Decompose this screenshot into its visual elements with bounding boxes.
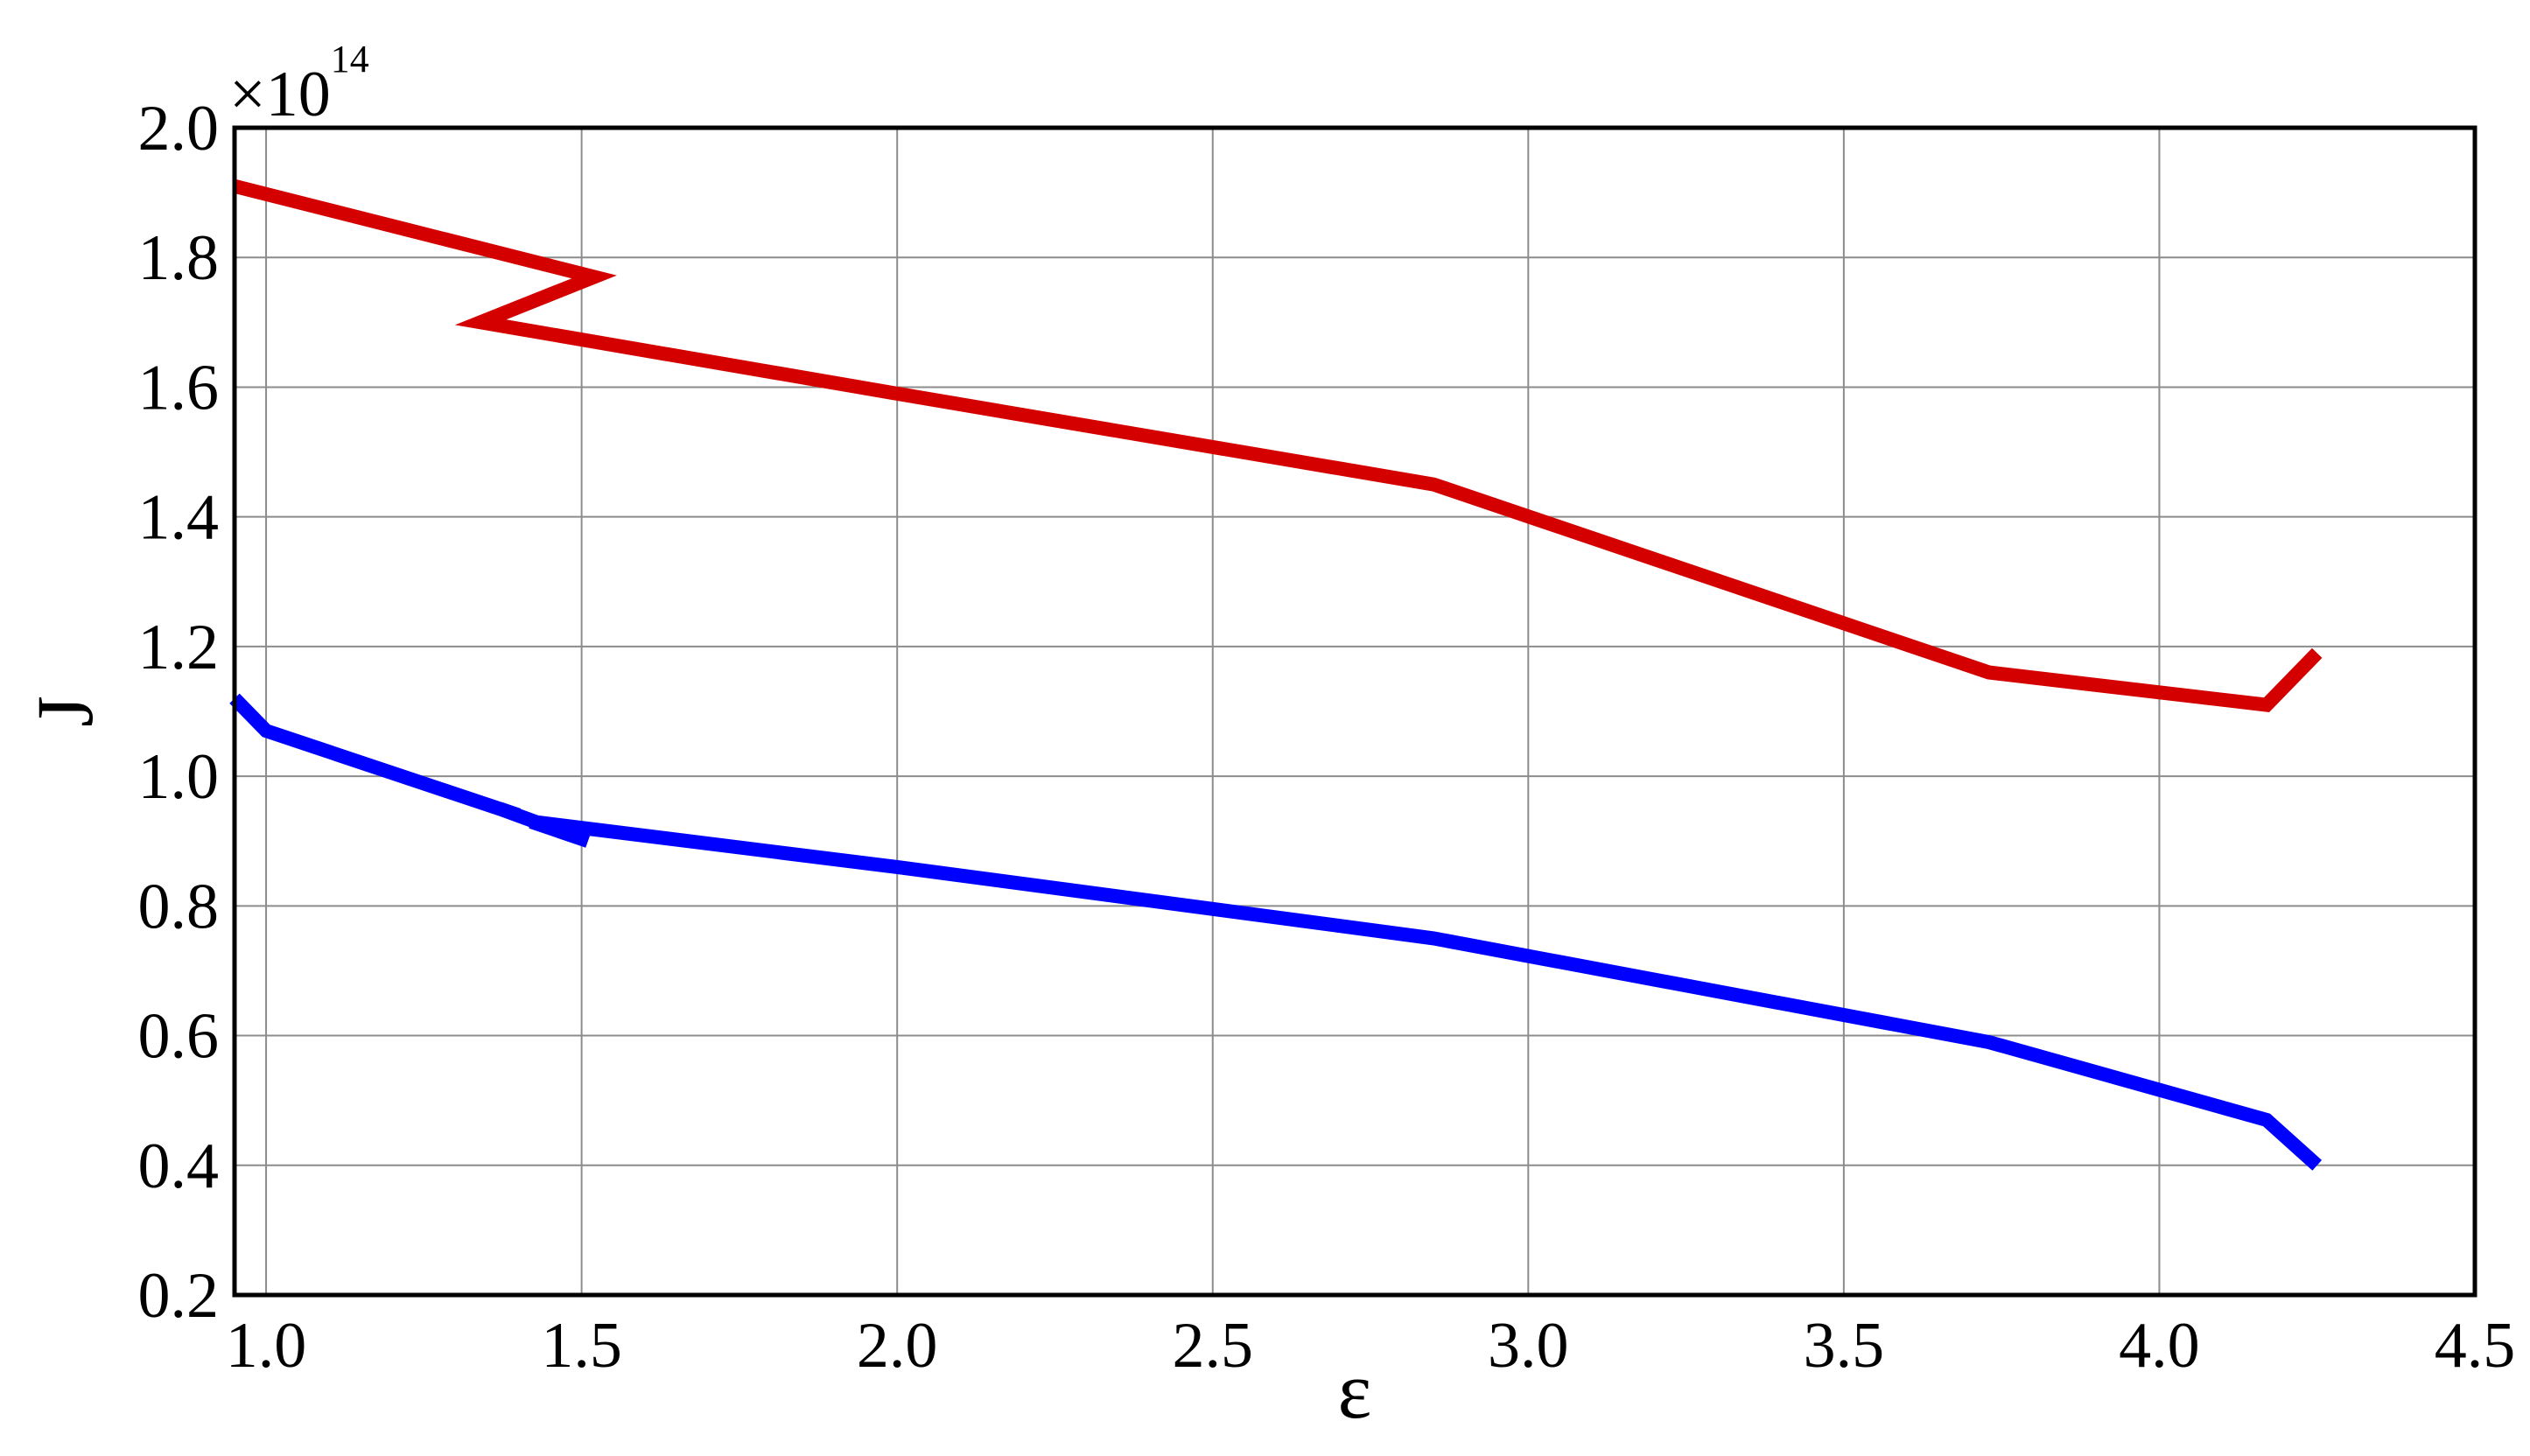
x-tick-label: 2.5 — [1172, 1310, 1253, 1382]
grid — [235, 127, 2476, 1296]
x-tick-label: 3.5 — [1804, 1310, 1885, 1382]
x-tick-label: 4.0 — [2119, 1310, 2200, 1382]
y-tick-label: 2.0 — [138, 93, 220, 164]
y-tick-label: 1.4 — [138, 482, 220, 554]
axis-multiplier-base: ×10 — [229, 59, 331, 130]
series-line-1 — [233, 178, 2323, 713]
y-tick-labels: 0.2 0.4 0.6 0.8 1.0 1.2 1.4 1.6 1.8 2.0 — [138, 93, 220, 1332]
axis-multiplier: ×1014 — [229, 38, 369, 130]
x-tick-labels: 1.0 1.5 2.0 2.5 3.0 3.5 4.0 4.5 — [226, 1310, 2515, 1382]
y-axis-label: J — [20, 696, 109, 727]
x-tick-label: 1.0 — [226, 1310, 307, 1382]
x-tick-label: 1.5 — [541, 1310, 622, 1382]
x-axis-label: ε — [1338, 1346, 1372, 1435]
x-tick-label: 3.0 — [1488, 1310, 1569, 1382]
series-line-2 — [229, 693, 2323, 1171]
axis-multiplier-exponent: 14 — [331, 38, 369, 80]
x-tick-label: 2.0 — [857, 1310, 938, 1382]
x-tick-label: 4.5 — [2435, 1310, 2516, 1382]
y-tick-label: 0.8 — [138, 871, 220, 942]
y-tick-label: 0.4 — [138, 1130, 220, 1202]
y-tick-label: 0.2 — [138, 1260, 220, 1332]
y-tick-label: 1.0 — [138, 741, 220, 813]
series-layer — [229, 178, 2323, 1171]
y-tick-label: 1.2 — [138, 612, 220, 683]
y-tick-label: 0.6 — [138, 1001, 220, 1073]
plot-frame — [232, 125, 2477, 1298]
y-tick-label: 1.6 — [138, 352, 220, 424]
y-tick-label: 1.8 — [138, 222, 220, 294]
